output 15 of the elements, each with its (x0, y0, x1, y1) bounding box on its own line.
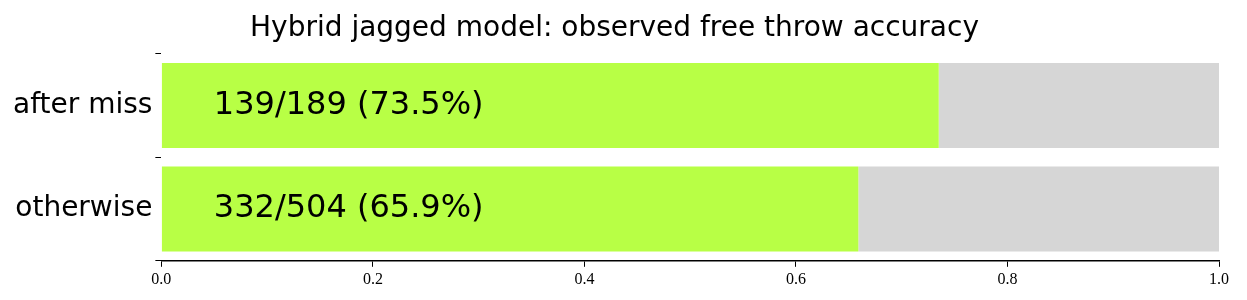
chart-title: Hybrid jagged model: observed free throw accuracy (250, 10, 979, 44)
y-tick-label: otherwise (15, 190, 153, 224)
bar (858, 166, 1219, 252)
bar (161, 62, 939, 148)
x-tick-label: 0.4 (574, 269, 595, 287)
y-tick-label: after miss (13, 86, 153, 120)
x-tick-label: 0.2 (362, 269, 383, 287)
x-tick-label: 0.0 (151, 269, 172, 287)
data-label: 139/189 (73.5%) (213, 83, 484, 122)
bar (938, 62, 1219, 148)
x-tick-label: 1.0 (1209, 269, 1229, 287)
bar (161, 166, 859, 252)
data-label: 332/504 (65.9%) (213, 187, 484, 226)
x-tick-label: 0.8 (997, 269, 1018, 287)
x-tick-label: 0.6 (785, 269, 806, 287)
